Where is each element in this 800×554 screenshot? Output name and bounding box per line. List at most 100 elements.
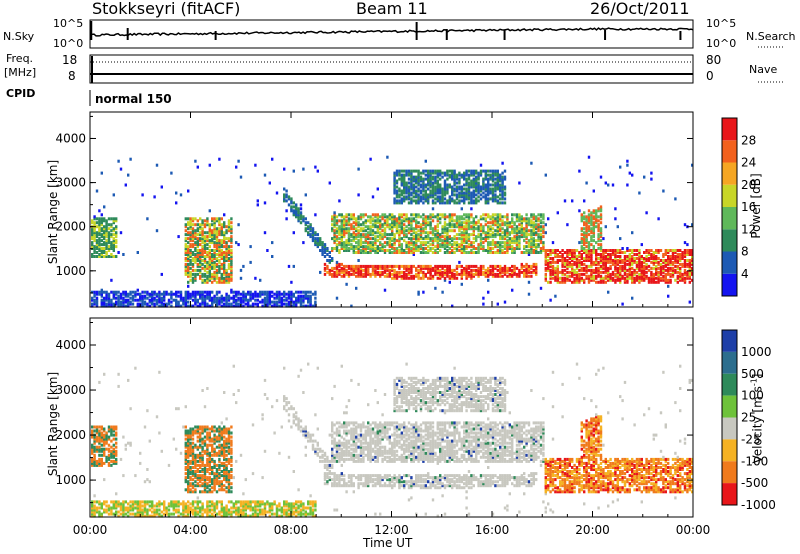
heatmap-cell xyxy=(184,292,187,296)
heatmap-cell xyxy=(403,272,406,276)
heatmap-cell xyxy=(532,227,535,231)
heatmap-cell xyxy=(112,447,115,451)
heatmap-cell xyxy=(357,249,360,252)
heatmap-cell xyxy=(621,266,624,270)
heatmap-cell xyxy=(427,231,430,235)
heatmap-cell xyxy=(415,177,418,181)
heatmap-cell xyxy=(155,510,159,514)
heatmap-cell xyxy=(405,235,408,239)
heatmap-cell xyxy=(105,223,108,227)
heatmap-cell xyxy=(103,243,106,247)
heatmap-cell xyxy=(146,478,149,482)
heatmap-cell xyxy=(592,274,595,278)
heatmap-cell xyxy=(110,245,113,249)
heatmap-cell xyxy=(359,266,363,270)
heatmap-cell xyxy=(506,274,509,278)
heatmap-cell xyxy=(112,451,115,455)
heatmap-cell xyxy=(688,266,691,270)
heatmap-cell xyxy=(515,237,519,241)
heatmap-cell xyxy=(691,270,694,274)
heatmap-cell xyxy=(446,177,449,181)
heatmap-cell xyxy=(443,193,447,197)
heatmap-cell xyxy=(501,187,504,191)
heatmap-cell xyxy=(513,266,516,270)
heatmap-cell xyxy=(640,274,643,278)
heatmap-cell xyxy=(513,231,516,235)
heatmap-cell xyxy=(431,215,435,219)
heatmap-cell xyxy=(583,266,586,270)
heatmap-cell xyxy=(568,270,571,274)
heatmap-cell xyxy=(530,241,533,245)
heatmap-cell xyxy=(407,251,411,254)
heatmap-cell xyxy=(223,213,226,217)
heatmap-cell xyxy=(383,274,387,278)
heatmap-cell xyxy=(491,264,495,268)
heatmap-cell xyxy=(381,235,384,239)
heatmap-cell xyxy=(295,213,298,217)
heatmap-cell xyxy=(662,276,665,280)
heatmap-cell xyxy=(544,260,547,264)
heatmap-cell xyxy=(208,163,211,167)
heatmap-cell xyxy=(400,243,403,247)
heatmap-cell xyxy=(316,237,319,241)
heatmap-cell xyxy=(122,292,125,296)
heatmap-cell xyxy=(292,292,295,296)
heatmap-cell xyxy=(146,510,149,514)
heatmap-cell xyxy=(683,270,687,274)
heatmap-cell xyxy=(143,294,147,298)
heatmap-cell xyxy=(400,229,403,233)
heatmap-cell xyxy=(220,225,223,229)
heatmap-cell xyxy=(213,272,216,276)
heatmap-cell xyxy=(448,243,451,247)
heatmap-cell xyxy=(398,169,401,173)
heatmap-cell xyxy=(470,225,473,229)
heatmap-cell xyxy=(453,177,456,181)
heatmap-cell xyxy=(556,249,559,252)
heatmap-cell xyxy=(100,302,103,306)
heatmap-cell xyxy=(110,298,113,302)
heatmap-cell xyxy=(345,239,348,243)
heatmap-cell xyxy=(285,217,288,221)
heatmap-cell xyxy=(460,187,463,191)
heatmap-cell xyxy=(405,268,408,272)
heatmap-cell xyxy=(201,298,204,302)
heatmap-cell xyxy=(211,237,214,241)
heatmap-cell xyxy=(223,262,226,266)
heatmap-cell xyxy=(455,189,459,193)
heatmap-cell xyxy=(631,262,634,266)
heatmap-cell xyxy=(575,270,579,274)
heatmap-cell xyxy=(122,506,125,510)
heatmap-cell xyxy=(419,189,423,193)
heatmap-cell xyxy=(362,249,365,252)
heatmap-cell xyxy=(206,296,209,300)
heatmap-cell xyxy=(482,183,485,187)
heatmap-cell xyxy=(196,241,199,245)
heatmap-cell xyxy=(398,243,401,247)
heatmap-cell xyxy=(218,221,221,225)
heatmap-cell xyxy=(225,272,228,276)
heatmap-cell xyxy=(417,225,420,229)
heatmap-cell xyxy=(453,169,456,173)
heatmap-cell xyxy=(436,251,439,254)
heatmap-cell xyxy=(314,213,317,217)
heatmap-cell xyxy=(299,215,303,219)
heatmap-cell xyxy=(314,243,317,247)
heatmap-cell xyxy=(527,229,531,233)
heatmap-cell xyxy=(196,268,199,272)
heatmap-cell xyxy=(105,292,108,296)
heatmap-cell xyxy=(657,280,660,284)
heatmap-cell xyxy=(196,272,199,276)
heatmap-cell xyxy=(662,259,665,262)
heatmap-cell xyxy=(352,247,355,250)
heatmap-cell xyxy=(655,280,658,284)
heatmap-cell xyxy=(203,278,207,282)
heatmap-cell xyxy=(664,262,667,266)
heatmap-cell xyxy=(429,237,432,241)
heatmap-cell xyxy=(184,262,187,266)
heatmap-cell xyxy=(499,266,502,270)
heatmap-cell xyxy=(631,276,634,280)
heatmap-cell xyxy=(374,231,377,235)
heatmap-cell xyxy=(93,512,96,516)
heatmap-cell xyxy=(494,243,497,247)
heatmap-cell xyxy=(681,274,684,278)
